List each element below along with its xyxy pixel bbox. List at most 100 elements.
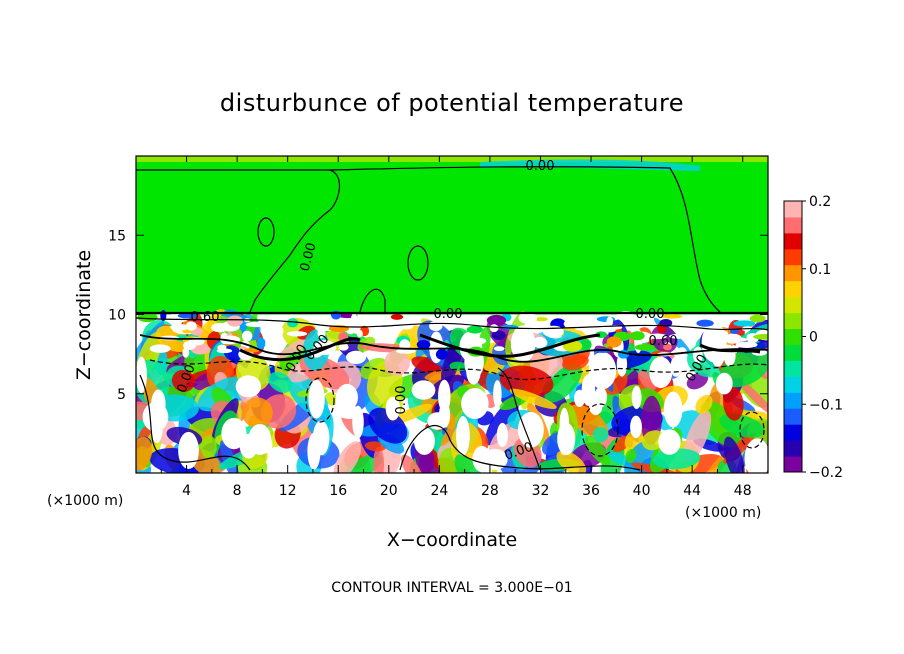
turbulence-white: [630, 415, 642, 439]
turbulence-blob: [418, 449, 435, 473]
contour-label: 0.00: [526, 159, 555, 174]
x-tick-label: 4: [182, 483, 191, 499]
transition-blob: [390, 313, 404, 320]
turbulence-blob: [171, 369, 195, 392]
colorbar-cell: [784, 328, 802, 345]
transition-blob: [241, 330, 253, 342]
colorbar-cell: [784, 232, 802, 250]
turbulence-white: [345, 350, 367, 364]
turbulence-blob: [625, 448, 637, 463]
turbulence-white: [335, 384, 354, 418]
x-tick-label: 36: [582, 483, 600, 499]
x-unit-right: (×1000 m): [685, 505, 761, 521]
turbulence-blob: [683, 410, 712, 462]
turbulence-white: [559, 407, 570, 442]
turbulence-blob: [324, 392, 339, 406]
contour-line: [329, 166, 721, 313]
turbulence-blob: [556, 450, 587, 473]
transition-blob: [211, 322, 229, 333]
transition-blob: [356, 329, 363, 338]
transition-blob: [727, 337, 748, 342]
transition-blob: [533, 336, 546, 348]
colorbar-tick-label: 0: [809, 330, 818, 346]
colorbar-tick-label: 0.2: [809, 194, 831, 210]
transition-blob: [749, 314, 766, 323]
turbulence-blob: [241, 397, 273, 429]
transition-blob: [661, 314, 683, 319]
turbulence-blob: [509, 388, 557, 409]
transition-blob: [338, 343, 349, 351]
transition-blob: [580, 338, 592, 351]
turbulence-white: [588, 351, 617, 390]
turbulence-blob: [686, 372, 709, 390]
transition-blob: [753, 333, 768, 340]
turbulence-blob: [333, 441, 362, 473]
transition-blob: [364, 316, 376, 322]
transition-blob: [711, 330, 729, 337]
y-ticks: 5 10 15: [108, 228, 768, 403]
contour-ellipse: [581, 403, 619, 457]
transition-blob: [489, 324, 499, 333]
contour-line: [139, 374, 251, 471]
turbulence-white: [631, 385, 642, 409]
transition-blob: [149, 344, 171, 353]
transition-blob: [396, 348, 416, 354]
turbulence-blob: [719, 413, 765, 438]
colorbar-cell: [784, 264, 802, 282]
colorbar-cell: [784, 248, 802, 266]
x-tick-label: 48: [734, 483, 752, 499]
turbulence-white: [658, 429, 681, 455]
transition-blob: [669, 333, 689, 339]
colorbar-cell: [784, 392, 802, 409]
contour-lines: [136, 166, 768, 471]
turbulence-blob: [652, 448, 701, 470]
colorbar-ticks: 0.2 0.1 0 −0.1 −0.2: [802, 194, 843, 481]
turbulent-layer: [136, 309, 768, 473]
chart-title: disturbunce of potential temperature: [220, 89, 684, 117]
turbulence-blob: [373, 446, 385, 473]
turbulence-blob: [638, 370, 657, 391]
transition-blob: [677, 347, 687, 356]
contour-line: [139, 334, 768, 363]
transition-blob: [647, 333, 667, 340]
contour-label: 0.00: [298, 241, 320, 273]
turbulence-white: [594, 386, 608, 408]
turbulence-white: [744, 438, 768, 473]
colorbar-cell: [784, 216, 802, 234]
turbulence-white: [493, 380, 502, 408]
transition-blob: [226, 315, 243, 327]
transition-blob: [185, 321, 197, 331]
turbulence-blob: [200, 435, 217, 459]
x-tick-label: 20: [380, 483, 398, 499]
plot-area: 0.000.000.60 0.00 0.000.600.000.000.000.00…: [136, 156, 768, 473]
colorbar-cells: [784, 201, 802, 473]
turbulence-white: [307, 432, 321, 470]
contour-line: [399, 425, 641, 471]
turbulence-blob: [592, 426, 609, 443]
transition-blob: [351, 313, 358, 325]
turbulence-white: [248, 423, 272, 455]
turbulence-white: [461, 388, 489, 420]
transition-blob: [659, 318, 673, 327]
transition-blob: [416, 340, 431, 350]
turbulence-white: [385, 396, 401, 421]
y-axis-label: Z−coordinate: [73, 250, 95, 380]
turbulence-white: [151, 415, 163, 444]
transition-blob: [733, 320, 756, 327]
x-tick-label: 24: [430, 483, 448, 499]
turbulence-blob: [384, 350, 410, 376]
y-tick-label: 5: [117, 387, 126, 403]
turbulence-blob: [585, 435, 610, 466]
transition-blob: [518, 312, 538, 324]
transition-blob: [245, 321, 266, 328]
contour-ellipse: [305, 377, 335, 423]
y-tick-label: 15: [108, 228, 126, 244]
transition-blob: [243, 348, 260, 353]
x-tick-label: 32: [532, 483, 550, 499]
colorbar-cell: [784, 408, 802, 425]
transition-blob: [729, 328, 739, 334]
contour-ellipse: [407, 245, 429, 281]
turbulence-blob: [723, 436, 745, 473]
transition-blob: [493, 346, 505, 352]
